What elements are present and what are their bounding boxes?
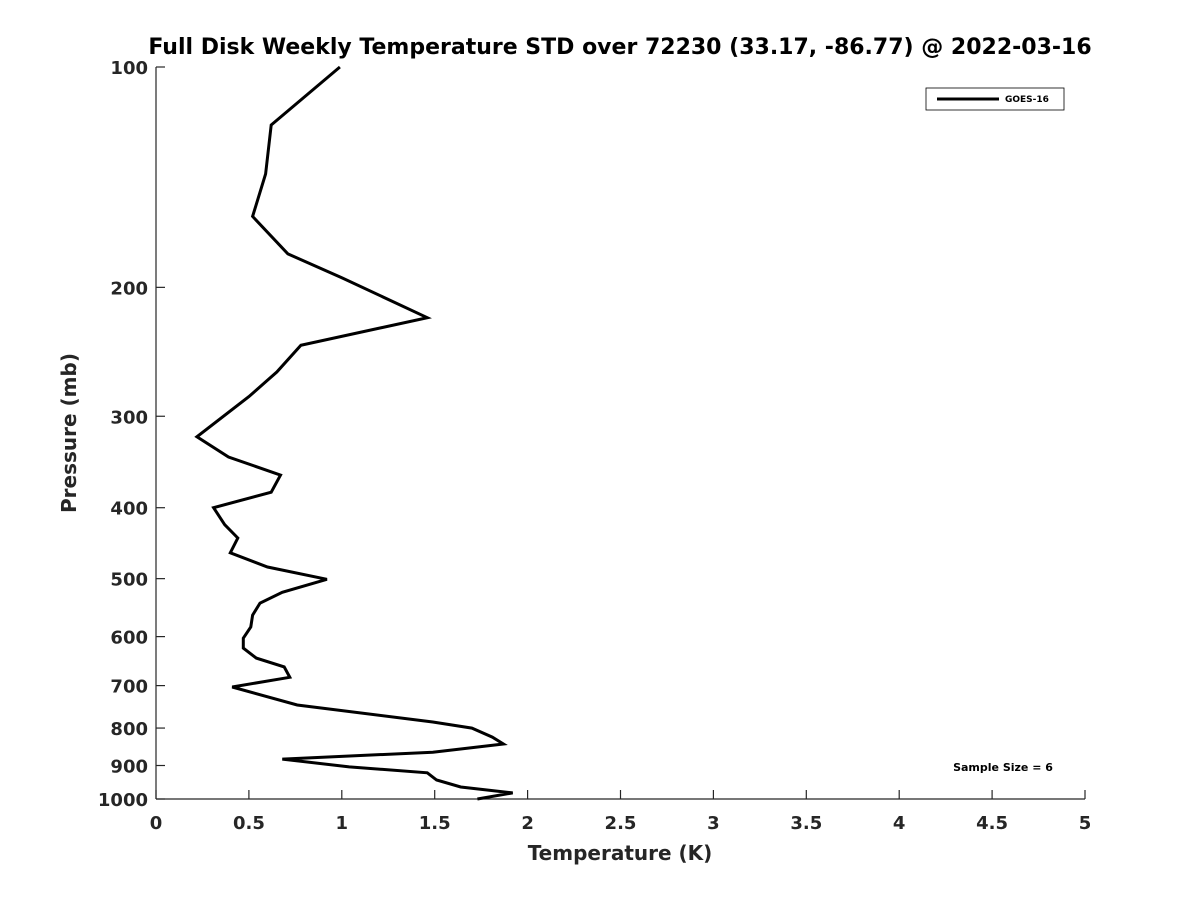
- series-line-goes-16: [194, 65, 513, 801]
- x-tick-label: 2.5: [605, 813, 637, 834]
- y-tick-label: 1000: [98, 790, 148, 811]
- y-axis-label: Pressure (mb): [57, 353, 81, 513]
- legend: GOES-16: [925, 87, 1065, 111]
- x-tick-label: 4: [893, 813, 906, 834]
- y-tick-label: 700: [110, 677, 148, 698]
- y-tick-label: 300: [110, 407, 148, 428]
- x-tick-label: 4.5: [976, 813, 1008, 834]
- x-axis-label: Temperature (K): [528, 841, 713, 865]
- x-tick-label: 1.5: [419, 813, 451, 834]
- y-tick-label: 400: [110, 499, 148, 520]
- y-tick-label: 800: [110, 719, 148, 740]
- y-tick-label: 100: [110, 58, 148, 79]
- y-tick-label: 500: [110, 570, 148, 591]
- x-tick-label: 0.5: [233, 813, 265, 834]
- x-tick-label: 3.5: [790, 813, 822, 834]
- x-tick-label: 3: [707, 813, 720, 834]
- legend-entry-goes-16: GOES-16: [1005, 95, 1049, 105]
- axes: 0 0.5 1 1.5 2 2.5 3 3.5 4 4.5 5 100 200 300 400 500 600 7…: [98, 58, 1091, 834]
- chart-title: Full Disk Weekly Temperature STD over 72…: [148, 35, 1091, 60]
- x-tick-label: 1: [336, 813, 349, 834]
- x-tick-label: 5: [1079, 813, 1092, 834]
- x-tick-label: 0: [150, 813, 163, 834]
- y-tick-label: 200: [110, 278, 148, 299]
- sample-size-annotation: Sample Size = 6: [953, 761, 1053, 774]
- x-tick-label: 2: [521, 813, 534, 834]
- y-tick-label: 600: [110, 628, 148, 649]
- y-tick-label: 900: [110, 757, 148, 778]
